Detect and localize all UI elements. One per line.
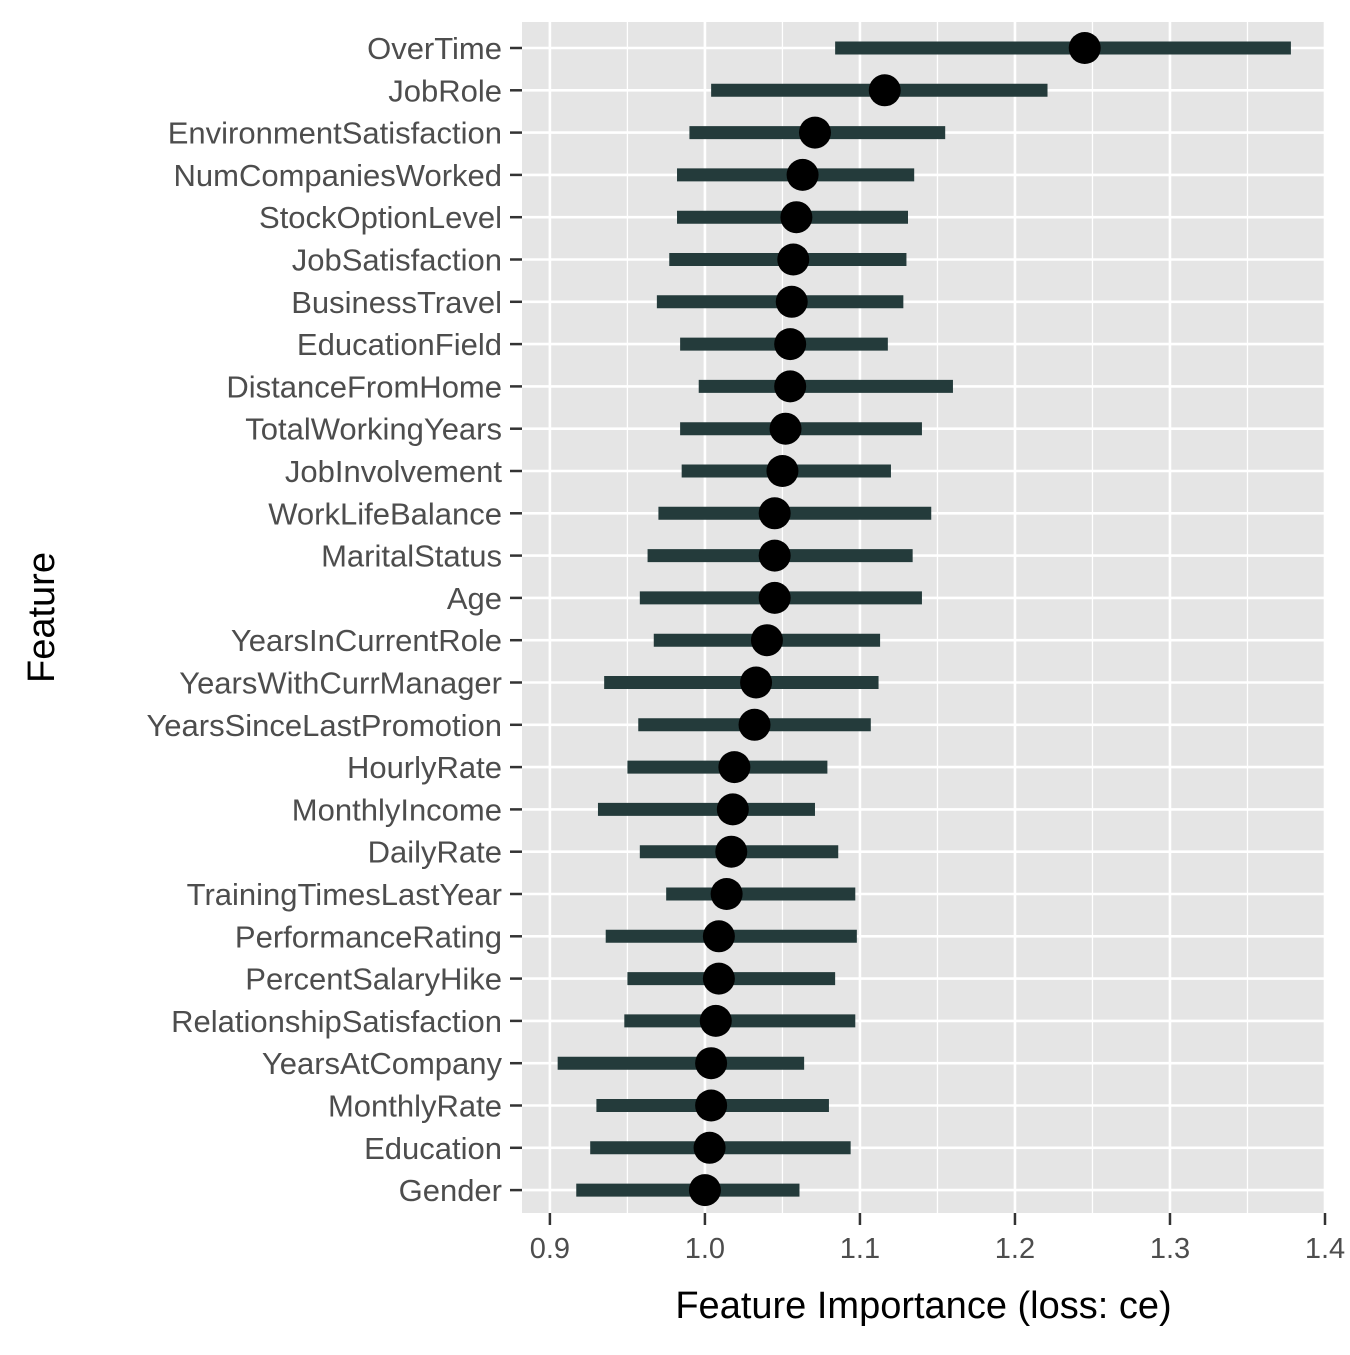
- x-tick-label: 1.4: [1305, 1233, 1345, 1265]
- y-tick-label: StockOptionLevel: [259, 200, 502, 235]
- y-tick-label: JobRole: [388, 73, 502, 108]
- point-MonthlyIncome: [716, 793, 749, 826]
- y-axis-title: Feature: [21, 552, 63, 683]
- point-YearsSinceLastPromotion: [738, 708, 771, 741]
- x-tick-label: 1.3: [1150, 1233, 1190, 1265]
- point-WorkLifeBalance: [758, 497, 791, 530]
- y-tick-label: BusinessTravel: [291, 285, 502, 320]
- y-tick-label: WorkLifeBalance: [268, 496, 502, 531]
- y-tick-label: Age: [447, 581, 502, 616]
- y-tick-label: EducationField: [297, 327, 502, 362]
- y-tick-label: NumCompaniesWorked: [174, 158, 503, 193]
- y-tick-label: YearsAtCompany: [262, 1046, 503, 1081]
- plot-panel: [522, 22, 1325, 1213]
- point-PerformanceRating: [702, 920, 735, 953]
- y-tick-label: EnvironmentSatisfaction: [168, 116, 502, 151]
- y-tick-label: Gender: [399, 1173, 502, 1208]
- point-DistanceFromHome: [774, 370, 807, 403]
- point-TrainingTimesLastYear: [710, 878, 743, 910]
- y-tick-label: YearsSinceLastPromotion: [146, 708, 502, 743]
- point-TotalWorkingYears: [769, 412, 802, 445]
- y-tick-label: RelationshipSatisfaction: [171, 1004, 502, 1039]
- point-JobRole: [868, 74, 901, 107]
- y-tick-label: PerformanceRating: [235, 919, 502, 954]
- y-tick-label: JobInvolvement: [285, 454, 503, 489]
- point-EnvironmentSatisfaction: [798, 116, 831, 149]
- y-tick-label: TotalWorkingYears: [245, 412, 502, 447]
- point-MaritalStatus: [758, 539, 791, 572]
- y-tick-label: DistanceFromHome: [226, 369, 502, 404]
- y-tick-label: YearsWithCurrManager: [179, 666, 502, 701]
- x-tick-label: 0.9: [530, 1233, 570, 1265]
- point-YearsWithCurrManager: [740, 666, 773, 699]
- y-tick-label: YearsInCurrentRole: [231, 623, 502, 658]
- y-tick-label: OverTime: [367, 31, 502, 66]
- point-YearsAtCompany: [695, 1047, 728, 1080]
- point-OverTime: [1068, 32, 1101, 64]
- y-tick-label: MonthlyIncome: [292, 792, 502, 827]
- point-JobSatisfaction: [777, 243, 810, 276]
- point-PercentSalaryHike: [702, 962, 735, 995]
- y-tick-label: MaritalStatus: [321, 539, 502, 574]
- x-tick-label: 1.1: [840, 1233, 880, 1265]
- point-DailyRate: [715, 835, 748, 868]
- point-Education: [693, 1131, 726, 1164]
- point-YearsInCurrentRole: [750, 624, 783, 657]
- point-RelationshipSatisfaction: [699, 1004, 732, 1037]
- x-tick-label: 1.0: [685, 1233, 725, 1265]
- point-HourlyRate: [718, 751, 751, 784]
- point-JobInvolvement: [766, 455, 799, 487]
- point-MonthlyRate: [695, 1089, 728, 1122]
- y-tick-label: DailyRate: [368, 835, 502, 870]
- point-EducationField: [774, 328, 807, 361]
- y-axis: OverTime JobRole EnvironmentSatisfaction Nu…: [146, 31, 522, 1208]
- y-tick-label: JobSatisfaction: [292, 243, 502, 278]
- y-tick-label: HourlyRate: [347, 750, 502, 785]
- x-axis: 0.9 1.0 1.1 1.2 1.3 1.4: [530, 1213, 1345, 1265]
- x-axis-title: Feature Importance (loss: ce): [675, 1285, 1171, 1327]
- y-tick-label: PercentSalaryHike: [245, 962, 502, 997]
- interval-lines: [557, 41, 1291, 1197]
- x-tick-label: 1.2: [995, 1233, 1035, 1265]
- point-Gender: [688, 1174, 721, 1207]
- point-StockOptionLevel: [780, 201, 813, 234]
- y-tick-label: MonthlyRate: [328, 1089, 502, 1124]
- point-BusinessTravel: [775, 285, 808, 318]
- point-Age: [758, 581, 791, 614]
- importance-points: [688, 32, 1101, 1207]
- point-NumCompaniesWorked: [786, 158, 819, 191]
- y-tick-label: TrainingTimesLastYear: [187, 877, 502, 912]
- y-tick-label: Education: [364, 1131, 502, 1166]
